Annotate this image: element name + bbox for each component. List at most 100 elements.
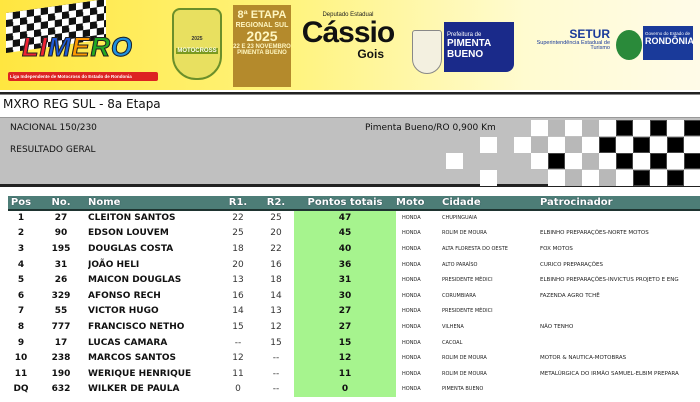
cassio-name: Cássio [301, 16, 395, 49]
etapa-line: REGIONAL SUL [235, 21, 289, 29]
cell-moto: HONDA [402, 292, 421, 299]
cell-r1: 22 [232, 213, 244, 224]
etapa-line: 8ª ETAPA [237, 9, 287, 21]
cell-city: VILHENA [442, 323, 464, 330]
column-header-r1: R1. [218, 196, 258, 211]
checkered-flag-cell [565, 136, 582, 153]
cell-city: ROLIM DE MOURA [442, 370, 487, 377]
cell-pos: 1 [17, 213, 25, 224]
location-label: Pimenta Bueno/RO 0,900 Km [365, 123, 496, 133]
cell-r2: 25 [270, 213, 282, 224]
cell-total-points: 15 [294, 334, 396, 351]
column-header-sponsor: Patrocinador [540, 196, 700, 211]
table-row: 10 238 MARCOS SANTOS 12 -- 12 HONDA ROLIM DE MO… [8, 350, 700, 366]
cell-sponsor: FOX MOTOS [540, 245, 573, 252]
checkered-flag-cell [582, 136, 599, 153]
checkered-flag-cell [531, 120, 548, 136]
checkered-flag-cell [616, 169, 633, 186]
cell-pos: 5 [17, 275, 25, 286]
cell-name: JOÃO HELI [88, 259, 140, 270]
cell-name: LUCAS CAMARA [88, 337, 168, 348]
column-header-r2: R2. [258, 196, 294, 211]
pimenta-line: PIMENTA BUENO [447, 38, 491, 60]
cell-r2: 15 [270, 337, 282, 348]
checkered-flag-cell [633, 169, 650, 186]
cell-name: DOUGLAS COSTA [88, 243, 174, 254]
checkered-flag-cell [548, 153, 565, 169]
setur-line: Turismo [590, 45, 610, 52]
rondonia-line: Governo do Estado de [645, 31, 691, 36]
cell-name: MAICON DOUGLAS [88, 275, 182, 286]
cell-total-points: 31 [294, 272, 396, 288]
rondonia-line: RONDÔNIA [645, 36, 694, 46]
cell-r1: 18 [232, 243, 244, 254]
cell-city: CORUMBIARA [442, 292, 476, 299]
cell-r2: -- [272, 384, 280, 395]
checkered-flag-cell [531, 136, 548, 153]
checkered-flag-cell [616, 136, 633, 153]
divider [0, 92, 700, 95]
cell-number: 777 [51, 321, 71, 332]
cell-pos: 9 [17, 337, 25, 348]
etapa-line: 2025 [246, 27, 278, 44]
cell-sponsor [540, 210, 700, 226]
etapa-line: PIMENTA BUENO [237, 49, 287, 56]
checkered-flag-cell [667, 169, 684, 186]
checkered-flag-cell [650, 153, 667, 169]
rondonia-crest-icon [616, 30, 642, 60]
cell-r1: 0 [235, 384, 241, 395]
checkered-flag-cell [650, 169, 667, 186]
limero-wordmark: LIMERO [22, 32, 133, 63]
motocross-word: MOTOCROSS [176, 48, 218, 54]
checkered-flag-cell [684, 136, 700, 153]
checkered-flag-cell [548, 120, 565, 136]
setur-line: Superintendência Estadual de [536, 39, 610, 46]
column-header-city: Cidade [442, 196, 540, 211]
cell-sponsor: CURICO PREPARAÇÕES [540, 261, 603, 268]
cell-total-points: 36 [294, 256, 396, 273]
column-header-number: No. [34, 196, 88, 211]
cell-total-points: 12 [294, 350, 396, 366]
cell-pos: 11 [14, 368, 28, 379]
cell-moto: HONDA [402, 386, 421, 393]
cassio-label: Deputado Estadual [322, 12, 374, 18]
cell-name: WERIQUE HENRIQUE [88, 368, 192, 379]
table-row: 8 777 FRANCISCO NETHO 15 12 27 HONDA VILHENA NÃO… [8, 319, 700, 335]
cell-sponsor: NÃO TENHO [540, 323, 574, 330]
table-header-row: Pos No. Nome R1. R2. Pontos totais Moto Cidade P… [8, 196, 700, 211]
cell-sponsor: METALÚRGICA DO IRMÃO SAMUEL-ELBIM PREPAR… [540, 370, 679, 377]
checkered-flag-cell [684, 169, 700, 186]
checkered-flag-cell [446, 153, 463, 169]
table-row: 1 27 CLEITON SANTOS 22 25 47 HONDA CHUPINGUAIA [8, 210, 700, 226]
column-header-total-points: Pontos totais [294, 196, 396, 211]
cell-pos: 4 [17, 259, 25, 270]
cell-name: WILKER DE PAULA [88, 384, 180, 395]
cell-moto: HONDA [402, 323, 421, 330]
cell-sponsor: ELBINHO PREPARAÇÕES-INVICTUS PROJETO E E… [540, 277, 679, 284]
cell-pos: 7 [17, 306, 25, 317]
setur-logo: SETUR Superintendência Estadual de Turis… [528, 28, 610, 52]
results-table: Pos No. Nome R1. R2. Pontos totais Moto Cidade P… [8, 196, 700, 398]
table-row: 7 55 VICTOR HUGO 14 13 27 HONDA PRESIDENTE MÉDI… [8, 303, 700, 320]
cell-number: 195 [51, 243, 71, 254]
cell-r1: 20 [232, 259, 244, 270]
checkered-flag-cell [633, 120, 650, 136]
pimenta-line: Prefeitura de [447, 32, 482, 38]
pimenta-logo: Prefeitura de PIMENTA BUENO [444, 22, 514, 72]
cell-sponsor [540, 335, 700, 351]
cell-city: ALTO PARAÍSO [442, 261, 478, 268]
checkered-flag-cell [565, 169, 582, 186]
cell-r1: 11 [232, 368, 244, 379]
page-title: MXRO REG SUL - 8a Etapa [3, 97, 161, 111]
checkered-flag-cell [548, 136, 565, 153]
cell-city: PRESIDENTE MÉDICI [442, 277, 493, 284]
checkered-flag-cell [582, 153, 599, 169]
column-header-name: Nome [88, 196, 218, 211]
cell-r1: 16 [232, 290, 244, 301]
cell-name: EDSON LOUVEM [88, 228, 169, 239]
cell-sponsor [540, 304, 700, 320]
cell-name: AFONSO RECH [88, 290, 161, 301]
checkered-flag-cell [582, 169, 599, 186]
setur-line: SETUR [569, 27, 610, 41]
cell-r2: 16 [270, 259, 282, 270]
